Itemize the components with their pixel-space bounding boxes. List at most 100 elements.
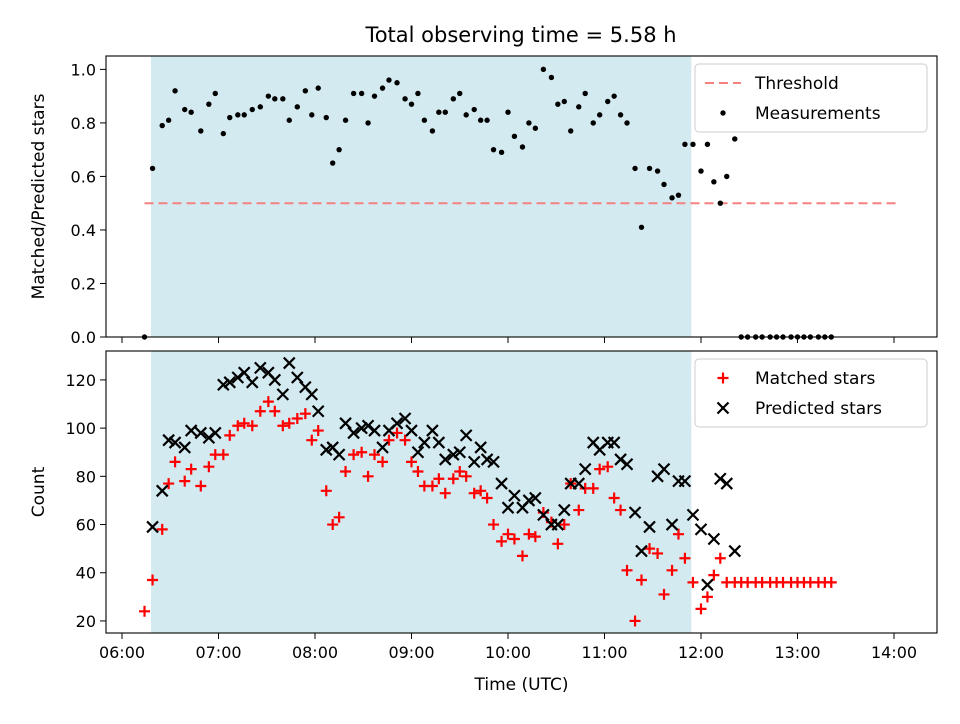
data-point (632, 165, 638, 172)
data-point (728, 544, 742, 558)
data-point (412, 466, 424, 478)
data-point (481, 492, 493, 504)
data-point (450, 96, 457, 102)
data-point (711, 179, 717, 185)
data-point (508, 489, 521, 502)
data-point (490, 146, 497, 153)
data-point (658, 588, 670, 600)
data-point (682, 141, 688, 148)
y-tick-label: 0.4 (71, 221, 96, 240)
data-point (408, 101, 415, 107)
y-tick-label: 100 (65, 419, 96, 438)
data-point (468, 487, 480, 499)
data-point (678, 474, 692, 488)
data-point (309, 112, 315, 118)
legend: Threshold Measurements (694, 63, 928, 133)
y-tick-label: 0.8 (71, 114, 96, 133)
data-point (608, 492, 620, 504)
data-point (246, 420, 258, 432)
data-point (365, 120, 371, 126)
series-measurements (141, 66, 834, 340)
data-point (231, 371, 245, 384)
data-point (141, 334, 148, 340)
legend-box (694, 358, 928, 428)
data-point (165, 117, 172, 123)
data-point (594, 463, 606, 475)
data-point (679, 552, 691, 564)
data-point (828, 334, 834, 340)
data-point (178, 441, 192, 454)
data-point (333, 511, 345, 523)
data-point (254, 361, 267, 375)
data-point (447, 473, 459, 485)
data-point (283, 417, 295, 429)
data-point (477, 117, 484, 123)
data-point (695, 603, 707, 615)
data-point (379, 85, 386, 91)
data-point (146, 520, 159, 534)
data-point (405, 424, 418, 437)
data-point (654, 168, 661, 174)
data-point (502, 528, 514, 540)
series-predicted-stars (146, 356, 742, 592)
data-point (415, 90, 421, 97)
data-point (459, 429, 473, 442)
data-point (386, 77, 392, 83)
data-point (611, 93, 617, 99)
data-point (558, 519, 570, 531)
data-point (237, 366, 251, 379)
data-point (188, 109, 194, 115)
data-point (794, 334, 801, 340)
x-tick-label: 07:00 (195, 643, 241, 662)
y-axis-label: Matched/Predicted stars (29, 93, 49, 299)
data-point (669, 195, 675, 201)
data-point (714, 552, 726, 564)
legend: Matched stars Predicted stars (694, 358, 928, 428)
data-point (194, 426, 208, 440)
data-point (362, 470, 374, 482)
data-point (315, 85, 321, 91)
data-point (426, 480, 438, 492)
data-point (621, 564, 633, 576)
data-point (429, 128, 436, 134)
data-point (439, 487, 451, 499)
data-point (701, 578, 714, 592)
data-point (391, 427, 403, 439)
data-point (596, 112, 603, 118)
legend-label: Threshold (754, 74, 839, 94)
data-point (488, 519, 500, 531)
data-point (638, 224, 645, 230)
data-point (801, 334, 807, 340)
data-point (368, 424, 381, 437)
data-point (371, 93, 378, 99)
data-point (717, 200, 723, 206)
data-point (168, 436, 182, 449)
data-point (496, 535, 508, 547)
data-point (780, 334, 786, 340)
data-point (394, 80, 400, 86)
data-point (551, 518, 565, 531)
data-point (665, 518, 679, 531)
data-point (822, 334, 828, 340)
data-point (442, 109, 448, 115)
data-point (548, 74, 555, 81)
data-point (269, 405, 281, 417)
data-point (406, 456, 417, 468)
y-axis-label: Count (29, 466, 49, 517)
data-point (294, 104, 301, 110)
data-point (540, 66, 547, 73)
axes-frame (105, 350, 938, 634)
data-point (460, 470, 472, 482)
data-point (262, 396, 274, 408)
data-point (235, 112, 241, 118)
data-point (421, 117, 428, 123)
data-point (484, 117, 490, 123)
legend-swatch (716, 401, 730, 415)
observing-window (150, 351, 692, 633)
x-tick-label: 09:00 (388, 643, 434, 662)
data-point (708, 569, 720, 581)
legend-label: Measurements (755, 104, 881, 124)
data-point (615, 504, 627, 516)
data-point (635, 574, 647, 586)
